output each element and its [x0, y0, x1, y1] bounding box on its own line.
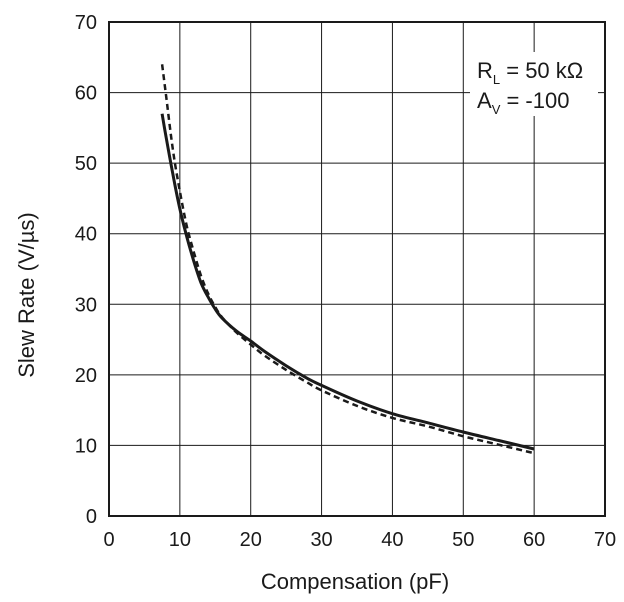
- x-axis-title: Compensation (pF): [261, 569, 449, 594]
- y-tick-label: 30: [75, 294, 97, 316]
- y-tick-label: 60: [75, 83, 97, 105]
- x-tick-label: 20: [240, 529, 262, 551]
- x-axis-ticks: 0 10 20 30 40 50 60 70: [103, 529, 616, 551]
- x-tick-label: 40: [381, 529, 403, 551]
- x-tick-label: 60: [523, 529, 545, 551]
- y-axis-title: Slew Rate (V/µs): [14, 212, 39, 378]
- plot-frame: [108, 21, 606, 517]
- y-axis-ticks: 0 10 20 30 40 50 60 70: [75, 12, 97, 528]
- annotation-line-av: AV = -100: [477, 88, 569, 117]
- x-tick-label: 50: [452, 529, 474, 551]
- x-tick-label: 30: [310, 529, 332, 551]
- annotation-av-main: A: [477, 88, 492, 113]
- solid-series-line: [160, 113, 535, 451]
- y-tick-label: 70: [75, 12, 97, 34]
- annotation-av-sub: V: [492, 102, 501, 117]
- y-tick-label: 50: [75, 153, 97, 175]
- annotation-box: RL = 50 kΩ AV = -100: [470, 52, 598, 117]
- y-tick-label: 40: [75, 224, 97, 246]
- x-tick-label: 70: [594, 529, 616, 551]
- dashed-series-line: [160, 64, 535, 455]
- x-tick-label: 10: [169, 529, 191, 551]
- annotation-rl-sub: L: [493, 72, 500, 87]
- annotation-av-rest: = -100: [500, 88, 569, 113]
- y-tick-label: 20: [75, 365, 97, 387]
- series-layer: [160, 64, 535, 455]
- annotation-background: [470, 52, 598, 116]
- annotation-line-rl: RL = 50 kΩ: [477, 58, 583, 87]
- x-tick-label: 0: [103, 529, 114, 551]
- y-tick-label: 0: [86, 506, 97, 528]
- y-tick-label: 10: [75, 435, 97, 457]
- annotation-rl-main: R: [477, 58, 493, 83]
- annotation-rl-rest: = 50 kΩ: [500, 58, 583, 83]
